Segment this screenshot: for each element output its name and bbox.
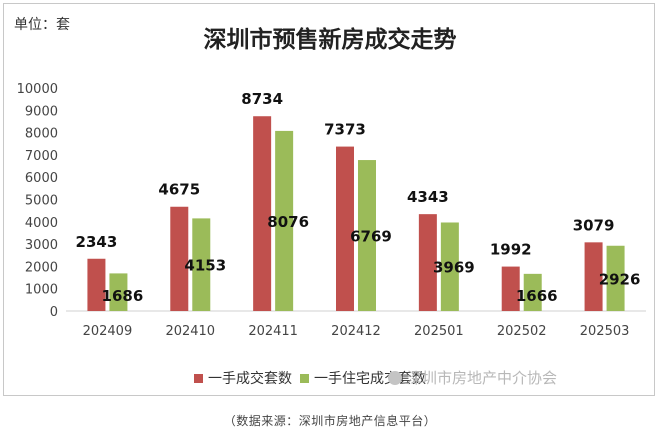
bar-series1-202412 — [336, 146, 354, 311]
data-label-series1-202410: 4675 — [158, 181, 200, 199]
x-tick-label-202411: 202411 — [248, 324, 298, 339]
y-tick-label-5: 5000 — [25, 194, 58, 209]
bar-series2-202501 — [440, 222, 459, 311]
y-tick-label-6: 6000 — [25, 171, 58, 186]
x-tick-label-202501: 202501 — [414, 324, 464, 339]
bar-series2-202409 — [109, 273, 128, 311]
y-tick-label-2: 2000 — [25, 260, 58, 275]
bar-series2-202412 — [358, 160, 376, 311]
bar-series1-202411 — [253, 116, 272, 311]
x-tick-label-202502: 202502 — [497, 324, 547, 339]
y-tick-label-8: 8000 — [25, 127, 58, 142]
chart-title: 深圳市预售新房成交走势 — [203, 26, 457, 53]
data-label-series1-202502: 1992 — [490, 241, 532, 259]
bar-series1-202503 — [584, 242, 603, 311]
data-label-series2-202412: 6769 — [350, 228, 392, 246]
legend-swatch-series1 — [194, 373, 203, 383]
data-label-series1-202409: 2343 — [76, 233, 118, 251]
watermark-logo-icon — [388, 370, 402, 385]
bar-series2-202411 — [275, 130, 294, 311]
data-label-series1-202412: 7373 — [324, 121, 366, 139]
data-label-series2-202502: 1666 — [516, 287, 558, 305]
x-tick-label-202412: 202412 — [331, 324, 381, 339]
bar-series2-202502 — [523, 273, 542, 311]
y-tick-label-1: 1000 — [25, 283, 58, 298]
legend-swatch-series2 — [300, 373, 309, 383]
data-label-series2-202503: 2926 — [599, 270, 641, 288]
bar-series2-202503 — [606, 245, 625, 311]
chart-frame: 单位：套 深圳市预售新房成交走势 0 1000 2000 3000 4000 5000 60… — [3, 3, 655, 396]
y-tick-label-0: 0 — [50, 305, 58, 320]
y-tick-label-7: 7000 — [25, 149, 58, 164]
unit-label: 单位：套 — [14, 17, 70, 33]
data-label-series1-202501: 4343 — [407, 188, 449, 206]
x-tick-label-202410: 202410 — [165, 324, 215, 339]
y-tick-label-9: 9000 — [25, 104, 58, 119]
data-label-series2-202411: 8076 — [267, 213, 309, 231]
legend-item-series1: 一手成交套数 — [194, 368, 292, 388]
bar-series1-202409 — [87, 258, 106, 311]
bar-series1-202502 — [501, 266, 520, 311]
y-tick-label-3: 3000 — [25, 238, 58, 253]
data-label-series2-202409: 1686 — [102, 287, 144, 305]
x-tick-label-202503: 202503 — [580, 324, 630, 339]
data-label-series2-202501: 3969 — [433, 259, 475, 277]
bar-series1-202410 — [170, 206, 189, 311]
data-label-series2-202410: 4153 — [184, 257, 226, 275]
data-label-series1-202411: 8734 — [241, 90, 283, 108]
y-tick-label-4: 4000 — [25, 216, 58, 231]
bar-series1-202501 — [418, 214, 437, 311]
bar-series2-202410 — [192, 218, 211, 311]
y-tick-label-10: 10000 — [17, 82, 58, 97]
legend-label-series1: 一手成交套数 — [208, 371, 292, 387]
watermark: 深圳市房地产中介协会 — [388, 367, 557, 388]
watermark-text: 深圳市房地产中介协会 — [407, 369, 558, 387]
source-caption: （数据来源：深圳市房地产信息平台） — [223, 414, 437, 428]
x-tick-label-202409: 202409 — [83, 324, 133, 339]
bar-chart: 0 1000 2000 3000 4000 5000 6000 7000 8000 9000 100… — [17, 82, 646, 339]
data-label-series1-202503: 3079 — [573, 216, 615, 234]
